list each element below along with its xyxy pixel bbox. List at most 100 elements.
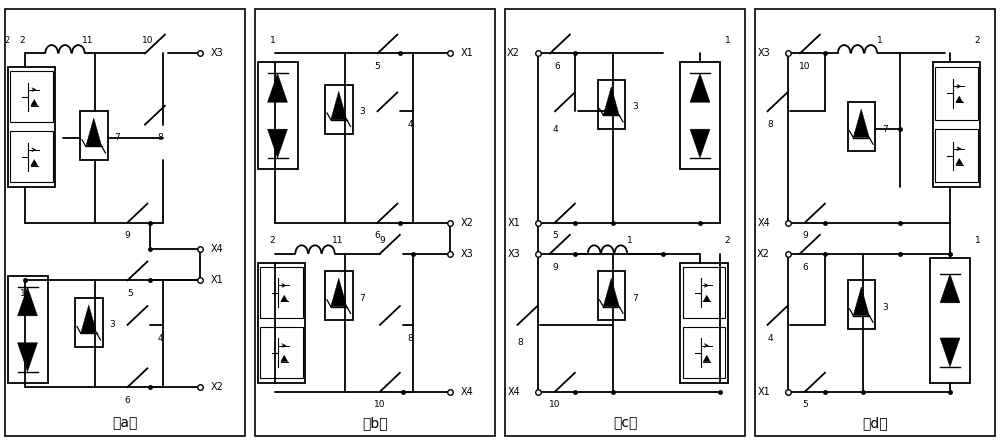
- Polygon shape: [603, 278, 619, 307]
- Text: 4: 4: [407, 120, 413, 129]
- Text: 10: 10: [142, 36, 153, 44]
- Bar: [935, 67, 978, 120]
- Text: X1: X1: [757, 387, 770, 396]
- Polygon shape: [86, 118, 102, 146]
- Text: X2: X2: [507, 49, 520, 58]
- Bar: [8, 276, 48, 383]
- Text: 2: 2: [270, 236, 275, 245]
- Bar: [680, 62, 720, 169]
- Bar: [80, 111, 108, 160]
- Text: 6: 6: [555, 62, 560, 71]
- Text: 2: 2: [975, 36, 980, 44]
- Bar: [260, 267, 302, 318]
- Polygon shape: [940, 274, 960, 303]
- Text: 1: 1: [270, 36, 275, 44]
- Text: 10: 10: [374, 400, 386, 409]
- Text: （d）: （d）: [862, 416, 888, 430]
- Bar: [258, 62, 298, 169]
- Text: X3: X3: [507, 249, 520, 259]
- Text: X4: X4: [757, 218, 770, 227]
- Text: 4: 4: [552, 125, 558, 134]
- Polygon shape: [853, 109, 869, 138]
- Text: 5: 5: [552, 231, 558, 240]
- Text: 7: 7: [360, 294, 365, 303]
- Bar: [258, 263, 305, 383]
- Bar: [325, 271, 352, 320]
- Text: 6: 6: [375, 231, 380, 240]
- Text: 3: 3: [110, 320, 115, 329]
- Text: 9: 9: [802, 231, 808, 240]
- Text: X4: X4: [507, 387, 520, 396]
- Polygon shape: [331, 91, 347, 120]
- Polygon shape: [690, 129, 710, 158]
- Text: 8: 8: [157, 134, 163, 142]
- Text: X2: X2: [461, 218, 474, 227]
- Text: 10: 10: [549, 400, 561, 409]
- Text: 4: 4: [767, 334, 773, 343]
- Bar: [932, 62, 980, 187]
- Bar: [682, 267, 725, 318]
- Text: X1: X1: [461, 49, 474, 58]
- Polygon shape: [940, 338, 960, 367]
- Polygon shape: [81, 305, 97, 333]
- Text: X2: X2: [757, 249, 770, 259]
- Text: X3: X3: [461, 249, 474, 259]
- Polygon shape: [281, 295, 288, 302]
- Text: 11: 11: [82, 36, 93, 44]
- Text: 4: 4: [157, 334, 163, 343]
- Text: 1: 1: [975, 236, 980, 245]
- Text: 7: 7: [632, 294, 638, 303]
- Text: 10: 10: [799, 62, 811, 71]
- Bar: [930, 258, 970, 383]
- Bar: [8, 67, 55, 187]
- Text: 7: 7: [882, 125, 888, 134]
- Text: 1: 1: [725, 36, 730, 44]
- Text: 3: 3: [632, 102, 638, 111]
- Text: X3: X3: [757, 49, 770, 58]
- Bar: [598, 271, 625, 320]
- Polygon shape: [268, 129, 288, 158]
- Text: （c）: （c）: [613, 416, 637, 430]
- Text: 9: 9: [125, 231, 130, 240]
- Text: 5: 5: [802, 400, 808, 409]
- Bar: [10, 71, 52, 122]
- Text: 3: 3: [360, 107, 365, 116]
- Text: 1: 1: [20, 289, 25, 298]
- Polygon shape: [18, 343, 38, 372]
- Polygon shape: [18, 287, 38, 316]
- Text: 8: 8: [517, 338, 523, 347]
- Polygon shape: [31, 159, 38, 166]
- Text: 7: 7: [115, 134, 120, 142]
- Polygon shape: [703, 355, 710, 361]
- Polygon shape: [281, 355, 288, 361]
- Text: 6: 6: [802, 263, 808, 271]
- Text: 9: 9: [552, 263, 558, 271]
- Polygon shape: [956, 96, 963, 102]
- Text: X3: X3: [211, 49, 224, 58]
- Polygon shape: [268, 73, 288, 102]
- Polygon shape: [603, 87, 619, 115]
- Text: 2: 2: [5, 36, 10, 44]
- Text: 1: 1: [877, 36, 883, 44]
- Bar: [260, 327, 302, 378]
- Text: 6: 6: [125, 396, 130, 405]
- Text: 5: 5: [375, 62, 380, 71]
- Text: X4: X4: [461, 387, 474, 396]
- Bar: [10, 131, 52, 182]
- Polygon shape: [703, 295, 710, 302]
- Polygon shape: [853, 287, 869, 316]
- Text: （a）: （a）: [112, 416, 138, 430]
- Text: 8: 8: [407, 334, 413, 343]
- Bar: [325, 85, 352, 134]
- Text: 5: 5: [127, 289, 133, 298]
- Bar: [848, 102, 875, 151]
- Text: （b）: （b）: [362, 416, 388, 430]
- Text: 2: 2: [20, 36, 25, 44]
- Text: 3: 3: [882, 303, 888, 312]
- Bar: [935, 129, 978, 182]
- Bar: [680, 263, 728, 383]
- Polygon shape: [31, 99, 38, 105]
- Text: 11: 11: [332, 236, 343, 245]
- Text: 2: 2: [725, 236, 730, 245]
- Text: X4: X4: [211, 244, 224, 254]
